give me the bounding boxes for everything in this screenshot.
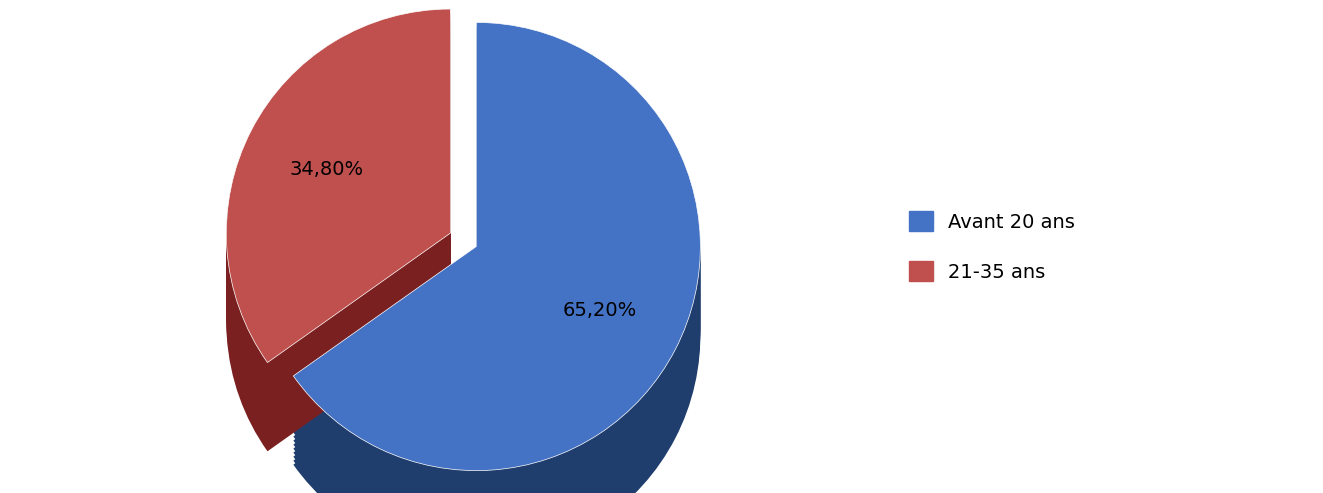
Wedge shape xyxy=(294,87,700,493)
Wedge shape xyxy=(226,29,450,383)
Text: 65,20%: 65,20% xyxy=(562,301,636,320)
Wedge shape xyxy=(226,45,450,399)
Wedge shape xyxy=(226,86,450,439)
Wedge shape xyxy=(294,42,700,491)
Wedge shape xyxy=(294,38,700,487)
Wedge shape xyxy=(294,67,700,493)
Wedge shape xyxy=(294,103,700,493)
Wedge shape xyxy=(226,21,450,375)
Wedge shape xyxy=(226,41,450,395)
Legend: Avant 20 ans, 21-35 ans: Avant 20 ans, 21-35 ans xyxy=(909,211,1076,282)
Wedge shape xyxy=(226,70,450,423)
Wedge shape xyxy=(294,83,700,493)
Wedge shape xyxy=(294,107,700,493)
Wedge shape xyxy=(294,22,700,471)
Wedge shape xyxy=(294,51,700,493)
Wedge shape xyxy=(294,63,700,493)
Wedge shape xyxy=(294,55,700,493)
Wedge shape xyxy=(226,57,450,411)
Wedge shape xyxy=(294,35,700,483)
Wedge shape xyxy=(294,91,700,493)
Wedge shape xyxy=(226,77,450,431)
Text: 34,80%: 34,80% xyxy=(290,160,364,179)
Wedge shape xyxy=(226,94,450,447)
Wedge shape xyxy=(294,79,700,493)
Wedge shape xyxy=(294,111,700,493)
Wedge shape xyxy=(226,9,450,362)
Wedge shape xyxy=(294,59,700,493)
Wedge shape xyxy=(226,49,450,403)
Wedge shape xyxy=(294,47,700,493)
Wedge shape xyxy=(226,25,450,379)
Wedge shape xyxy=(226,90,450,443)
Wedge shape xyxy=(226,17,450,371)
Wedge shape xyxy=(294,95,700,493)
Wedge shape xyxy=(226,33,450,387)
Wedge shape xyxy=(294,71,700,493)
Wedge shape xyxy=(226,98,450,451)
Wedge shape xyxy=(226,82,450,435)
Wedge shape xyxy=(294,31,700,479)
Wedge shape xyxy=(226,13,450,367)
Wedge shape xyxy=(294,27,700,475)
Wedge shape xyxy=(226,66,450,419)
Wedge shape xyxy=(294,75,700,493)
Wedge shape xyxy=(294,99,700,493)
Wedge shape xyxy=(226,37,450,391)
Wedge shape xyxy=(226,73,450,427)
Wedge shape xyxy=(226,53,450,407)
Wedge shape xyxy=(226,62,450,415)
